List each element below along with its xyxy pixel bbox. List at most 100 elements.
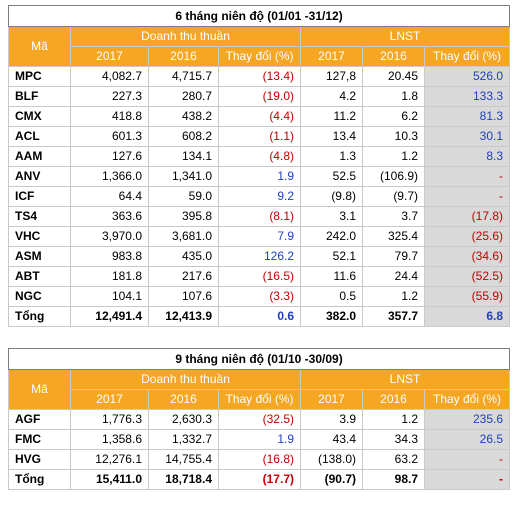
- company-code: AGF: [8, 409, 71, 430]
- revenue-2016-cell: 2,630.3: [148, 409, 219, 430]
- revenue-2017-header: 2017: [70, 389, 149, 410]
- profit-2017-cell: 0.5: [300, 286, 363, 307]
- revenue-group-header: Doanh thu thuần: [70, 369, 301, 390]
- revenue-change-cell: (1.1): [218, 126, 301, 147]
- profit-change-header: Thay đổi (%): [423, 46, 511, 67]
- revenue-2017-cell: 227.3: [70, 86, 149, 107]
- profit-2016-cell: 79.7: [362, 246, 425, 267]
- profit-2017-cell: 11.2: [300, 106, 363, 127]
- profit-change-cell: -: [423, 449, 511, 470]
- profit-2017-cell: 52.1: [300, 246, 363, 267]
- company-code: VHC: [8, 226, 71, 247]
- profit-2017-cell: 3.9: [300, 409, 363, 430]
- table-body: AGF 1,776.3 2,630.3 (32.5) 3.9 1.2 235.6 FMC 1,3…: [8, 409, 511, 490]
- profit-2016-cell: 325.4: [362, 226, 425, 247]
- revenue-2017-cell: 4,082.7: [70, 66, 149, 87]
- revenue-2017-header: 2017: [70, 46, 149, 67]
- revenue-change-cell: (16.8): [218, 449, 301, 470]
- company-code: ABT: [8, 266, 71, 287]
- revenue-2017-cell: 1,358.6: [70, 429, 149, 450]
- revenue-2016-cell: 18,718.4: [148, 469, 219, 490]
- revenue-2017-cell: 181.8: [70, 266, 149, 287]
- revenue-2017-cell: 104.1: [70, 286, 149, 307]
- six-month-results-table: 6 tháng niên độ (01/01 -31/12) Mã Doanh …: [7, 5, 511, 327]
- profit-change-cell: (34.6): [423, 246, 511, 267]
- revenue-2016-cell: 107.6: [148, 286, 219, 307]
- revenue-2016-cell: 608.2: [148, 126, 219, 147]
- revenue-2017-cell: 127.6: [70, 146, 149, 167]
- revenue-change-cell: (8.1): [218, 206, 301, 227]
- profit-2016-cell: 1.2: [362, 286, 425, 307]
- revenue-2016-cell: 435.0: [148, 246, 219, 267]
- revenue-change-cell: (17.7): [218, 469, 301, 490]
- revenue-change-header: Thay đổi (%): [218, 46, 301, 67]
- profit-2017-cell: (9.8): [300, 186, 363, 207]
- revenue-change-cell: 9.2: [218, 186, 301, 207]
- company-code: AAM: [8, 146, 71, 167]
- profit-2016-cell: 63.2: [362, 449, 425, 470]
- profit-2017-cell: 382.0: [300, 306, 363, 327]
- profit-change-cell: (52.5): [423, 266, 511, 287]
- profit-change-cell: 26.5: [423, 429, 511, 450]
- code-header: Mã: [8, 26, 71, 67]
- profit-2017-cell: 52.5: [300, 166, 363, 187]
- profit-2017-cell: 11.6: [300, 266, 363, 287]
- revenue-2016-cell: 395.8: [148, 206, 219, 227]
- profit-2016-header: 2016: [362, 389, 425, 410]
- company-code: BLF: [8, 86, 71, 107]
- revenue-group-header: Doanh thu thuần: [70, 26, 301, 47]
- company-code: MPC: [8, 66, 71, 87]
- revenue-change-cell: (13.4): [218, 66, 301, 87]
- profit-2016-cell: 34.3: [362, 429, 425, 450]
- table-row: HVG 12,276.1 14,755.4 (16.8) (138.0) 63.2-: [8, 449, 511, 470]
- profit-group-header: LNST: [299, 369, 511, 390]
- revenue-change-cell: (16.5): [218, 266, 301, 287]
- profit-2016-cell: 357.7: [362, 306, 425, 327]
- company-code: ACL: [8, 126, 71, 147]
- table-title: 6 tháng niên độ (01/01 -31/12): [7, 5, 511, 27]
- revenue-change-cell: 126.2: [218, 246, 301, 267]
- revenue-change-header: Thay đổi (%): [218, 389, 301, 410]
- profit-2016-cell: 1.2: [362, 146, 425, 167]
- profit-2016-cell: 20.45: [362, 66, 425, 87]
- profit-change-cell: 8.3: [423, 146, 511, 167]
- revenue-2016-header: 2016: [148, 389, 219, 410]
- profit-2017-header: 2017: [300, 46, 363, 67]
- profit-2016-cell: 1.8: [362, 86, 425, 107]
- company-code: ASM: [8, 246, 71, 267]
- profit-2016-cell: (106.9): [362, 166, 425, 187]
- revenue-2017-cell: 363.6: [70, 206, 149, 227]
- profit-change-cell: -: [423, 186, 511, 207]
- profit-2017-cell: 1.3: [300, 146, 363, 167]
- revenue-change-cell: 0.6: [218, 306, 301, 327]
- company-code: NGC: [8, 286, 71, 307]
- profit-2016-header: 2016: [362, 46, 425, 67]
- profit-change-cell: (55.9): [423, 286, 511, 307]
- revenue-change-cell: 1.9: [218, 429, 301, 450]
- total-row: Tổng 15,411.0 18,718.4 (17.7) (90.7) 98.7-: [8, 469, 511, 490]
- total-row: Tổng 12,491.4 12,413.9 0.6 382.0 357.7 6.8: [8, 306, 511, 327]
- profit-2017-cell: 4.2: [300, 86, 363, 107]
- company-code: HVG: [8, 449, 71, 470]
- profit-2016-cell: 10.3: [362, 126, 425, 147]
- profit-change-header: Thay đổi (%): [423, 389, 511, 410]
- profit-2016-cell: (9.7): [362, 186, 425, 207]
- revenue-2016-cell: 1,332.7: [148, 429, 219, 450]
- revenue-2016-cell: 134.1: [148, 146, 219, 167]
- profit-change-cell: 30.1: [423, 126, 511, 147]
- revenue-2017-cell: 64.4: [70, 186, 149, 207]
- revenue-2016-cell: 12,413.9: [148, 306, 219, 327]
- revenue-2017-cell: 15,411.0: [70, 469, 149, 490]
- revenue-2017-cell: 3,970.0: [70, 226, 149, 247]
- profit-2016-cell: 24.4: [362, 266, 425, 287]
- profit-group-header: LNST: [299, 26, 511, 47]
- table-row: VHC 3,970.0 3,681.0 7.9 242.0 325.4 (25.6): [8, 226, 511, 247]
- profit-2017-cell: 3.1: [300, 206, 363, 227]
- revenue-2016-cell: 438.2: [148, 106, 219, 127]
- revenue-2016-cell: 217.6: [148, 266, 219, 287]
- profit-2017-header: 2017: [300, 389, 363, 410]
- revenue-2016-cell: 3,681.0: [148, 226, 219, 247]
- profit-2016-cell: 1.2: [362, 409, 425, 430]
- revenue-2016-header: 2016: [148, 46, 219, 67]
- table-row: ASM 983.8 435.0 126.2 52.1 79.7 (34.6): [8, 246, 511, 267]
